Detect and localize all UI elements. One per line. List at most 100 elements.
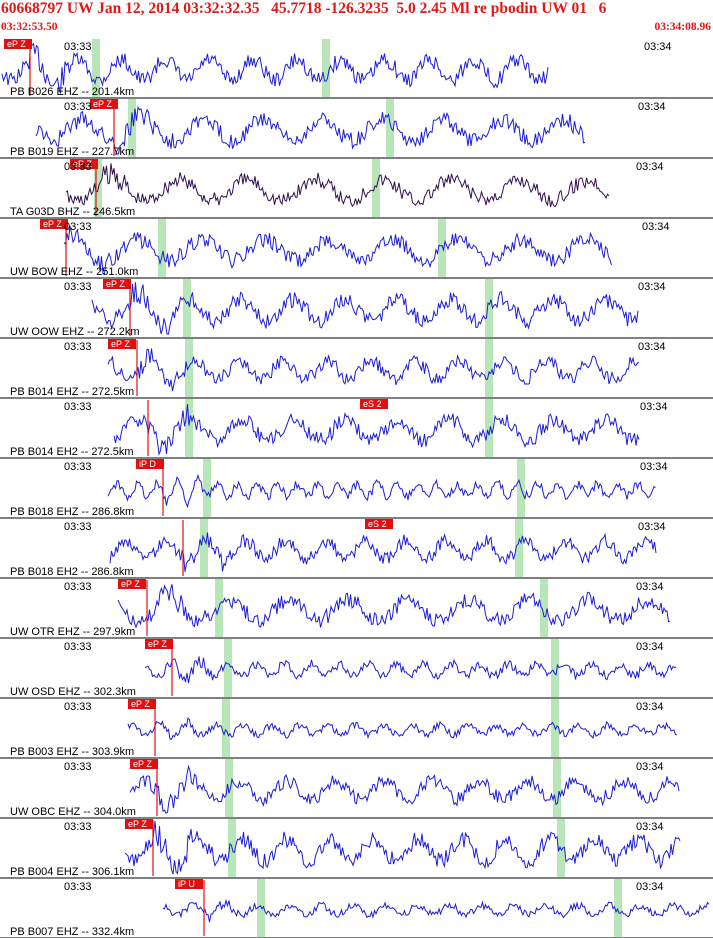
- time-label-left: 03:33: [64, 581, 92, 593]
- trace-row: eS 2 03:33 03:34 PB B014 EH2 -- 272.5km: [0, 399, 713, 459]
- waveform: [107, 348, 639, 392]
- time-label-left: 03:33: [64, 101, 92, 113]
- pick-box: [130, 759, 158, 769]
- time-label-right: 03:34: [636, 761, 664, 773]
- phase-band: [386, 99, 394, 157]
- trace-row: eP Z 03:33 03:34 PB B004 EHZ -- 306.1km: [0, 819, 713, 879]
- station-label: PB B018 EHZ -- 286.8km: [10, 506, 134, 518]
- time-label-right: 03:34: [642, 221, 670, 233]
- seismogram-panel[interactable]: eP Z 03:33 03:34 PB B026 EHZ -- 201.4km eP Z…: [0, 38, 713, 938]
- pick-box: [90, 99, 118, 109]
- pick-box: [108, 339, 136, 349]
- station-label: PB B018 EH2 -- 286.8km: [10, 566, 134, 578]
- waveform: [162, 898, 710, 923]
- trace-row: eS 2 03:33 03:34 PB B018 EH2 -- 286.8km: [0, 519, 713, 579]
- phase-band: [224, 639, 232, 697]
- station-label: PB B004 EHZ -- 306.1km: [10, 866, 134, 878]
- waveform: [117, 584, 671, 629]
- phase-band: [485, 339, 493, 397]
- time-label-right: 03:34: [636, 161, 664, 173]
- phase-band: [372, 159, 380, 217]
- waveform: [91, 282, 639, 335]
- station-label: UW OBC EHZ -- 304.0km: [10, 806, 136, 818]
- window-start-time: 03:32:53.50: [1, 21, 58, 33]
- waveform: [127, 716, 678, 740]
- trace-row: eP Z 03:33 03:34 PB B003 EHZ -- 303.9km: [0, 699, 713, 759]
- phase-band: [225, 759, 233, 817]
- station-label: PB B003 EHZ -- 303.9km: [10, 746, 134, 758]
- phase-band: [183, 279, 191, 337]
- pick-label: eP Z: [131, 699, 150, 709]
- phase-band: [222, 699, 230, 757]
- pick-label: eP Z: [106, 279, 125, 289]
- time-label-left: 03:33: [64, 881, 92, 893]
- pick-box: [103, 279, 131, 289]
- trace-row: eP Z 03:33 03:34 UW OSD EHZ -- 302.3km: [0, 639, 713, 699]
- time-label-left: 03:33: [64, 221, 92, 233]
- time-label-right: 03:34: [644, 41, 672, 53]
- waveform: [35, 105, 586, 155]
- station-label: PB B026 EHZ -- 201.4km: [10, 86, 134, 98]
- time-label-left: 03:33: [64, 461, 92, 473]
- time-label-left: 03:33: [64, 761, 92, 773]
- pick-box: [360, 399, 388, 409]
- phase-band: [551, 639, 559, 697]
- trace-row: eP Z03:33 03:34 PB B019 EHZ -- 227.7km: [0, 99, 713, 159]
- pick-label: eP Z: [73, 159, 92, 169]
- pick-label: iP D: [139, 459, 156, 469]
- phase-band: [158, 219, 166, 277]
- pick-box: [70, 159, 98, 169]
- phase-band: [185, 399, 193, 457]
- pick-box: [40, 219, 68, 229]
- time-label-left: 03:33: [64, 401, 92, 413]
- time-label-right: 03:34: [636, 641, 664, 653]
- phase-band: [203, 459, 211, 517]
- waveform: [129, 764, 680, 814]
- phase-band: [322, 39, 330, 97]
- phase-band: [540, 579, 548, 637]
- pick-label: eP Z: [7, 39, 26, 49]
- trace-row: eP Z 03:33 03:34 UW OBC EHZ -- 304.0km: [0, 759, 713, 819]
- phase-band: [485, 399, 493, 457]
- phase-band: [553, 759, 561, 817]
- time-label-right: 03:34: [640, 401, 668, 413]
- waveform: [1, 42, 549, 94]
- pick-label: eP Z: [133, 759, 152, 769]
- trace-row: eP Z 03:33 03:34 PB B026 EHZ -- 201.4km: [0, 39, 713, 99]
- time-label-left: 03:33: [64, 641, 92, 653]
- pick-label: eS 2: [368, 519, 387, 529]
- time-label-right: 03:34: [636, 821, 664, 833]
- pick-label: eP Z: [148, 639, 167, 649]
- pick-box: [4, 39, 32, 49]
- time-label-right: 03:34: [638, 341, 666, 353]
- pick-box: [145, 639, 173, 649]
- time-label-right: 03:34: [636, 701, 664, 713]
- time-label-left: 03:33: [64, 701, 92, 713]
- waveform: [109, 532, 657, 572]
- station-label: TA G03D BHZ -- 246.5km: [10, 206, 135, 218]
- phase-band: [515, 519, 523, 577]
- phase-band: [128, 99, 136, 157]
- time-label-right: 03:34: [638, 521, 666, 533]
- station-label: UW OOW EHZ -- 272.2km: [10, 326, 140, 338]
- pick-box: [365, 519, 393, 529]
- trace-row: eP Z 03:33 03:34 UW OTR EHZ -- 297.9km: [0, 579, 713, 639]
- time-label-right: 03:34: [636, 581, 664, 593]
- pick-label: eP Z: [43, 219, 62, 229]
- waveform: [107, 473, 656, 509]
- pick-label: eP Z: [121, 579, 140, 589]
- trace-row: eP Z 03:33 03:34 UW BOW EHZ -- 251.0km: [0, 219, 713, 279]
- phase-band: [185, 339, 193, 397]
- station-label: UW OTR EHZ -- 297.9km: [10, 626, 135, 638]
- time-label-right: 03:34: [640, 461, 668, 473]
- trace-row: eP Z 03:33 03:34 PB B014 EHZ -- 272.5km: [0, 339, 713, 399]
- pick-label: eP Z: [93, 99, 112, 109]
- station-label: PB B007 EHZ -- 332.4km: [10, 926, 134, 938]
- waveform: [63, 225, 612, 275]
- station-label: UW BOW EHZ -- 251.0km: [10, 266, 138, 278]
- time-label-right: 03:34: [638, 281, 666, 293]
- phase-band: [200, 519, 208, 577]
- waveform: [124, 820, 681, 875]
- station-label: PB B014 EHZ -- 272.5km: [10, 386, 134, 398]
